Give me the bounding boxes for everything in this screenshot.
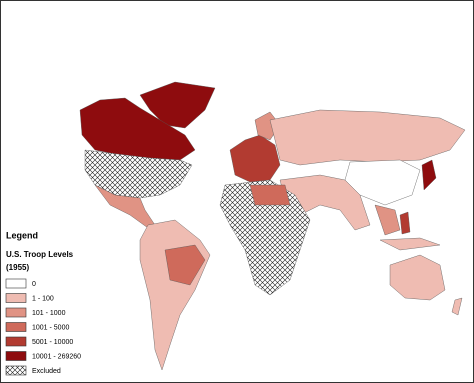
legend-label: 0 xyxy=(32,281,36,288)
legend-title: Legend xyxy=(6,230,38,240)
legend-swatch xyxy=(5,351,27,361)
legend-label: 5001 - 10000 xyxy=(32,339,73,346)
legend-label: Excluded xyxy=(32,368,61,375)
legend-swatch xyxy=(5,336,27,347)
legend-label: 1001 - 5000 xyxy=(32,324,69,331)
legend-label: 10001 - 269260 xyxy=(32,353,81,360)
legend-swatch xyxy=(5,278,27,289)
legend-swatch xyxy=(5,293,27,303)
legend-subtitle: U.S. Troop Levels xyxy=(6,250,74,259)
legend-label: 101 - 1000 xyxy=(32,310,66,317)
legend-year: (1955) xyxy=(6,263,29,272)
legend-label: 1 - 100 xyxy=(32,295,54,302)
legend-swatch xyxy=(5,322,27,332)
world-map xyxy=(79,81,466,371)
legend-swatch xyxy=(5,365,27,376)
legend-swatch xyxy=(5,307,27,318)
legend: Legend U.S. Troop Levels (1955) 0 1 - 100… xyxy=(5,230,81,376)
